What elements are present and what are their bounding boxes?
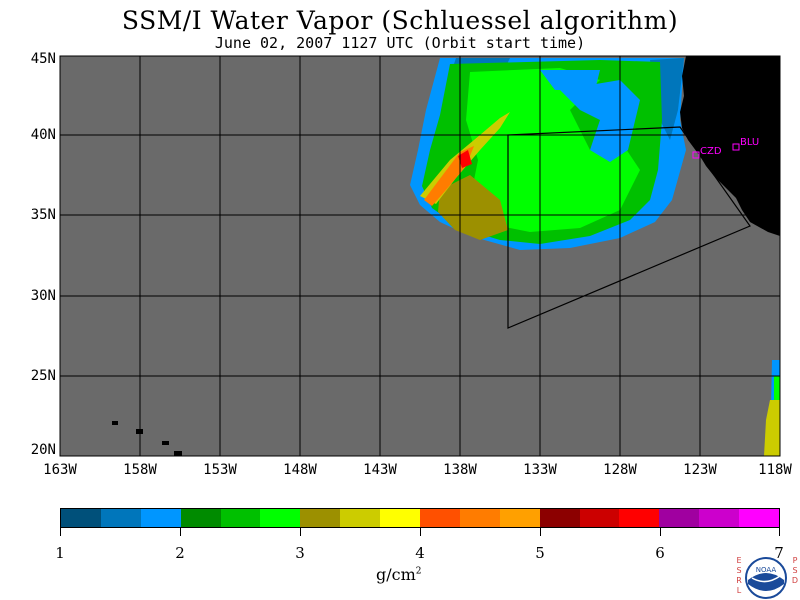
colorbar-tickmark xyxy=(180,528,181,536)
colorbar-segment xyxy=(180,509,221,527)
psd-letter: S xyxy=(792,566,798,575)
lon-label-148w: 148W xyxy=(283,462,317,478)
colorbar-tick-3: 3 xyxy=(295,544,305,562)
map-frame xyxy=(59,55,781,457)
colorbar-segment xyxy=(739,509,780,527)
colorbar-tick-2: 2 xyxy=(175,544,185,562)
lat-label-25n: 25N xyxy=(30,368,56,384)
swath-bright-green xyxy=(466,68,640,232)
analysis-region xyxy=(507,126,751,329)
colorbar-tickmark xyxy=(420,528,421,536)
lon-label-118w: 118W xyxy=(758,462,792,478)
colorbar-segment xyxy=(140,509,181,527)
colorbar-segment xyxy=(659,509,700,527)
colorbar-segment xyxy=(260,509,301,527)
swath-red xyxy=(458,150,472,168)
unit-text: g/cm xyxy=(376,565,416,584)
colorbar-tick-1: 1 xyxy=(55,544,65,562)
psd-letter: D xyxy=(791,576,799,585)
colorbar-segment xyxy=(380,509,421,527)
colorbar-segment xyxy=(459,509,500,527)
lon-label-128w: 128W xyxy=(603,462,637,478)
esrl-letter: L xyxy=(736,586,742,595)
land-north-america xyxy=(680,56,780,236)
colorbar-segment xyxy=(420,509,460,527)
colorbar-tickmark xyxy=(300,528,301,536)
colorbar-segment xyxy=(699,509,740,527)
lon-label-123w: 123W xyxy=(683,462,717,478)
noaa-logo: NOAA xyxy=(745,557,787,599)
swath-olive xyxy=(438,175,508,240)
esrl-letters: E S R L xyxy=(734,556,744,596)
map-title: SSM/I Water Vapor (Schluessel algorithm) xyxy=(121,6,679,35)
colorbar-segment xyxy=(539,509,580,527)
lon-label-153w: 153W xyxy=(203,462,237,478)
colorbar-unit: g/cm2 xyxy=(376,565,422,584)
lon-label-163w: 163W xyxy=(43,462,77,478)
lon-label-138w: 138W xyxy=(443,462,477,478)
esrl-letter: E xyxy=(736,556,742,565)
colorbar-tickmark xyxy=(60,528,61,536)
colorbar-segment xyxy=(300,509,341,527)
station-czd-marker xyxy=(692,151,700,159)
colorbar-tickmark xyxy=(779,528,780,536)
swath-blue-hole xyxy=(540,70,600,90)
colorbar xyxy=(60,508,780,528)
water-vapor-swath xyxy=(410,58,780,456)
colorbar-tickmark xyxy=(540,528,541,536)
lon-label-133w: 133W xyxy=(523,462,557,478)
colorbar-tick-7: 7 xyxy=(774,544,784,562)
noaa-logo-text: NOAA xyxy=(756,566,777,574)
map-subtitle: June 02, 2007 1127 UTC (Orbit start time… xyxy=(214,34,586,52)
colorbar-tick-5: 5 xyxy=(535,544,545,562)
colorbar-tickmark xyxy=(660,528,661,536)
esrl-letter: S xyxy=(736,566,742,575)
lat-label-30n: 30N xyxy=(30,288,56,304)
swath-edge-south-green xyxy=(774,376,780,400)
station-blu-label: BLU xyxy=(740,137,760,148)
lon-label-158w: 158W xyxy=(123,462,157,478)
colorbar-tick-4: 4 xyxy=(415,544,425,562)
colorbar-segment xyxy=(579,509,620,527)
esrl-letter: R xyxy=(736,576,742,585)
lat-label-45n: 45N xyxy=(30,51,56,67)
colorbar-segment xyxy=(100,509,141,527)
station-czd-label: CZD xyxy=(700,146,722,157)
colorbar-segment xyxy=(340,509,381,527)
lon-label-143w: 143W xyxy=(363,462,397,478)
lat-label-20n: 20N xyxy=(30,442,56,458)
colorbar-segment xyxy=(61,509,101,527)
colorbar-tick-6: 6 xyxy=(655,544,665,562)
psd-letters: P S D xyxy=(790,556,800,586)
unit-superscript: 2 xyxy=(415,566,422,577)
colorbar-segment xyxy=(619,509,660,527)
colorbar-segment xyxy=(499,509,540,527)
lat-label-40n: 40N xyxy=(30,127,56,143)
station-blu-marker xyxy=(732,143,740,151)
swath-edge-south-yellow xyxy=(764,400,780,456)
grid-lines xyxy=(60,56,780,456)
lat-label-35n: 35N xyxy=(30,207,56,223)
colorbar-segment xyxy=(220,509,261,527)
station-markers xyxy=(692,143,740,159)
psd-letter: P xyxy=(792,556,798,565)
